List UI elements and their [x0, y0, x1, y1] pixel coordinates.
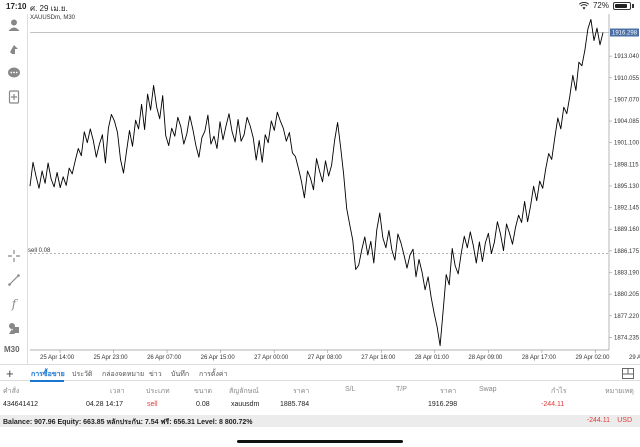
battery-percent: 72% [592, 1, 609, 10]
y-tick-label: 1910.055 [614, 76, 640, 82]
indicators-icon[interactable]: f [11, 297, 17, 311]
new-order-icon[interactable] [5, 88, 23, 106]
tab-journal[interactable]: บันทึก [171, 371, 190, 378]
shapes-icon[interactable] [5, 319, 23, 337]
battery-icon [613, 1, 631, 10]
crosshair-icon[interactable] [5, 247, 23, 265]
balance-summary: Balance: 907.96 Equity: 663.85 หลักประกั… [3, 419, 253, 426]
x-tick-label: 25 Apr 23:00 [94, 355, 129, 361]
tab-trade[interactable]: การซื้อขาย [31, 371, 65, 378]
y-tick-label: 1901.100 [614, 141, 640, 147]
x-tick-label: 29 Apr 02:00 [575, 355, 610, 361]
bottom-tabs: + การซื้อขาย ประวัติ กล่องจดหมาย ข่าว บั… [0, 364, 640, 382]
x-tick-label: 26 Apr 15:00 [201, 355, 236, 361]
chart-canvas[interactable]: 1913.040 1910.055 1907.070 1904.085 1901.100… [28, 14, 640, 364]
wifi-icon [578, 1, 589, 9]
header-tp: T/P [396, 386, 407, 393]
header-symbol: สัญลักษณ์ [229, 388, 259, 395]
x-tick-label: 27 Apr 00:00 [254, 355, 289, 361]
y-tick-label: 1907.070 [614, 97, 640, 103]
y-tick-label: 1874.235 [614, 335, 640, 341]
header-time: เวลา [110, 388, 125, 395]
profit-currency: USD [617, 417, 632, 424]
x-tick-label: 28 Apr 01:00 [415, 355, 450, 361]
y-tick-label: 1880.205 [614, 292, 640, 298]
price-series-line [29, 18, 604, 347]
status-bar: 17:10 ศ. 29 เม.ย. 72% [0, 0, 640, 14]
y-tick-label: 1889.160 [614, 227, 640, 233]
header-type: ประเภท [146, 388, 170, 395]
order-size: 0.08 [196, 401, 210, 408]
order-open-price: 1885.784 [280, 401, 310, 408]
header-current-price: ราคา [440, 388, 457, 395]
order-symbol: xauusdm [231, 401, 260, 408]
chart-title: XAUUSDm, M30 [30, 15, 76, 21]
home-indicator [237, 440, 403, 443]
chart-toolbar: f M30 [0, 14, 28, 364]
price-chart[interactable]: XAUUSDm, M30 1913.040 1910.055 1907.070 190… [28, 14, 640, 364]
tab-mailbox[interactable]: กล่องจดหมาย [102, 371, 145, 378]
x-tick-label: 28 Apr 09:00 [468, 355, 503, 361]
balance-bar: Balance: 907.96 Equity: 663.85 หลักประกั… [0, 415, 640, 427]
y-tick-label: 1883.190 [614, 271, 640, 277]
x-tick-label: 27 Apr 08:00 [308, 355, 343, 361]
chat-icon[interactable] [5, 64, 23, 82]
current-price-label: 1916.298 [612, 31, 638, 37]
current-price-tag [610, 28, 639, 37]
header-profit: กำไร [551, 388, 567, 395]
object-list-icon[interactable] [5, 271, 23, 289]
positions-table: คำสั่ง เวลา ประเภท ขนาด สัญลักษณ์ ราคา S… [0, 381, 640, 415]
account-icon[interactable] [5, 16, 23, 34]
header-comment: หมายเหตุ [605, 388, 634, 395]
y-tick-label: 1895.130 [614, 184, 640, 190]
y-tick-label: 1886.175 [614, 249, 640, 255]
x-tick-label: 25 Apr 14:00 [40, 355, 75, 361]
y-tick-label: 1898.115 [614, 162, 639, 168]
y-tick-label: 1904.085 [614, 119, 640, 125]
tab-settings[interactable]: การตั้งค่า [199, 371, 228, 378]
x-tick-label: 27 Apr 16:00 [361, 355, 396, 361]
active-tab-indicator [30, 380, 64, 382]
header-price: ราคา [293, 388, 310, 395]
x-tick-label: 29 Apr 10:00 [629, 355, 640, 361]
panel-layout-icon[interactable] [622, 368, 634, 381]
y-tick-label: 1913.040 [614, 54, 640, 60]
status-right: 72% [578, 1, 634, 10]
add-icon[interactable]: + [6, 366, 14, 381]
order-type: sell [147, 401, 158, 408]
header-order: คำสั่ง [3, 388, 20, 395]
battery-tip [632, 3, 634, 8]
status-time: 17:10 [6, 2, 27, 11]
status-date: ศ. 29 เม.ย. [30, 4, 68, 13]
x-tick-label: 26 Apr 07:00 [147, 355, 182, 361]
order-id: 434641412 [3, 401, 39, 408]
header-size: ขนาด [194, 388, 213, 395]
x-tick-label: 28 Apr 17:00 [522, 355, 557, 361]
header-swap: Swap [479, 386, 497, 393]
sell-level-label: sell 0.08 [28, 248, 51, 254]
tab-news[interactable]: ข่าว [149, 371, 162, 378]
total-profit: -244.11 [586, 417, 610, 424]
order-time: 04.28 14:17 [86, 401, 123, 408]
tab-history[interactable]: ประวัติ [72, 371, 93, 378]
order-profit: -244.11 [541, 401, 565, 408]
y-tick-label: 1892.145 [614, 206, 640, 212]
header-sl: S/L [345, 386, 356, 393]
timeframe-button[interactable]: M30 [4, 345, 20, 354]
order-current-price: 1916.298 [428, 401, 458, 408]
y-tick-label: 1877.220 [614, 314, 640, 320]
trade-icon[interactable] [5, 40, 23, 58]
